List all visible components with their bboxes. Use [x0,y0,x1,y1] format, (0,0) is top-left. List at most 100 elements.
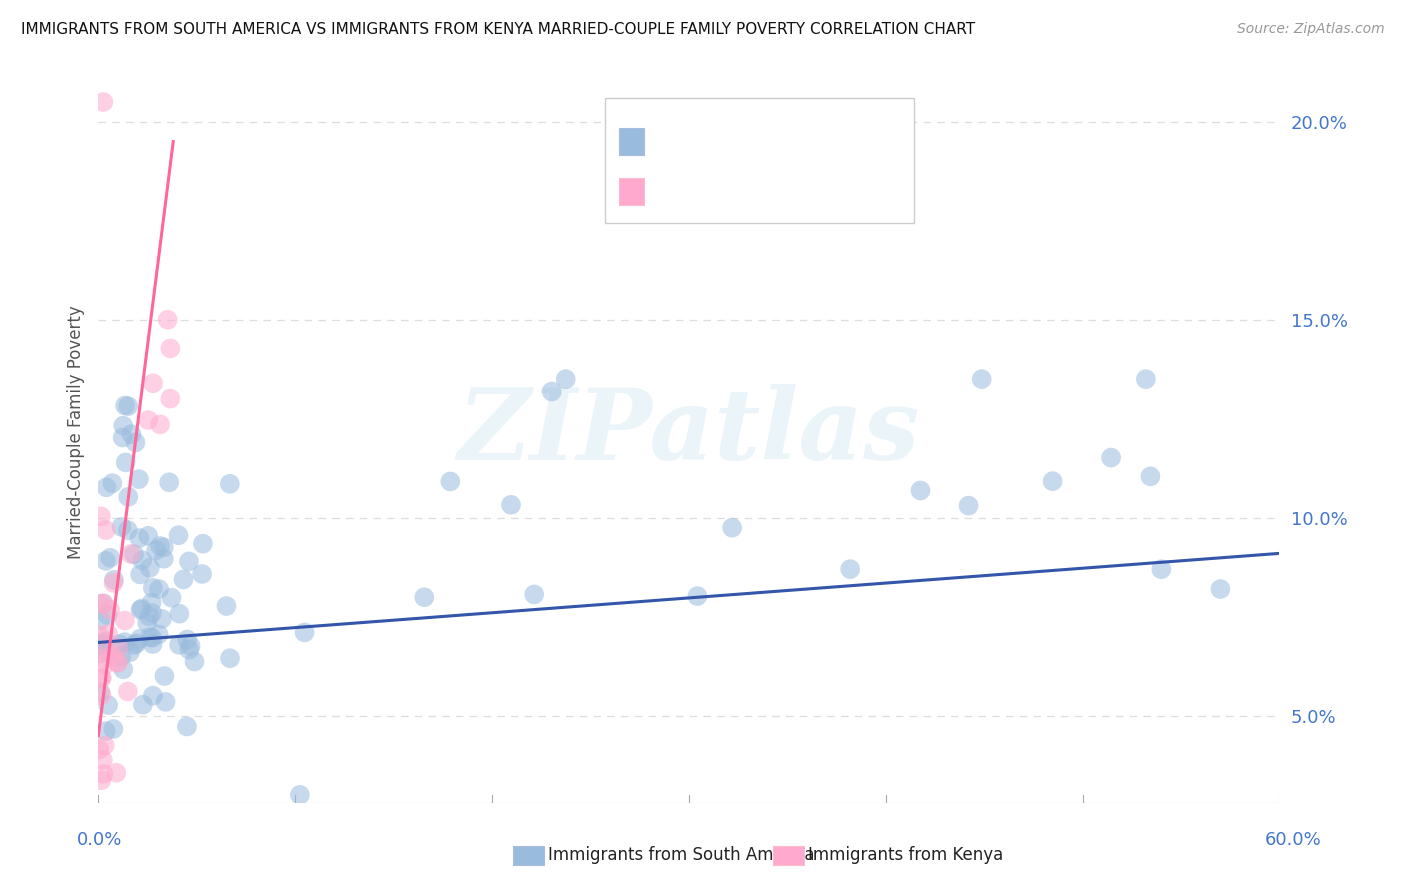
Point [191,566,214,581]
Point [90,671,112,685]
Point [149,417,172,432]
Point [110,520,132,534]
Point [96,644,118,658]
Point [94,657,117,672]
Point [136,615,159,630]
Point [288,788,311,802]
Point [160,591,183,605]
Point [108,637,131,651]
Point [1135,372,1157,386]
Point [128,531,150,545]
Point [142,637,165,651]
Text: 0.0%: 0.0% [77,831,122,849]
Point [180,639,202,653]
Point [139,630,162,644]
Point [96,608,118,623]
Point [107,641,129,656]
Point [686,589,709,603]
Point [138,609,160,624]
Point [89,639,111,653]
Point [136,413,159,427]
Point [117,523,139,537]
Point [131,601,153,615]
Point [157,475,180,490]
Point [523,587,546,601]
Point [91,753,114,767]
Point [540,384,562,399]
Text: Immigrants from South America: Immigrants from South America [548,847,815,864]
Point [150,612,173,626]
Point [970,372,993,386]
Point [120,547,142,561]
Text: ZIPatlas: ZIPatlas [458,384,920,481]
Point [183,655,205,669]
Text: Source: ZipAtlas.com: Source: ZipAtlas.com [1237,22,1385,37]
Point [124,435,146,450]
Text: Immigrants from Kenya: Immigrants from Kenya [808,847,1004,864]
Point [114,455,136,469]
Point [839,562,862,576]
Point [176,719,198,733]
Point [122,548,145,562]
Point [141,606,163,620]
Point [413,591,436,605]
Point [148,582,170,596]
Point [117,490,139,504]
Point [218,476,240,491]
Point [101,649,124,664]
Point [499,498,522,512]
Point [89,613,111,627]
Point [93,767,115,781]
Point [131,553,153,567]
Point [103,573,125,587]
Point [554,372,576,386]
Point [132,698,155,712]
Point [90,689,112,703]
Point [159,342,181,356]
Point [120,427,142,442]
Point [111,430,134,444]
Point [98,603,121,617]
Point [177,554,200,568]
Point [101,476,124,491]
Point [90,509,112,524]
Text: 60.0%: 60.0% [1265,831,1322,849]
Point [219,651,242,665]
Point [152,551,174,566]
Point [114,614,136,628]
Point [103,575,125,590]
Point [93,95,115,109]
Point [122,638,145,652]
Point [89,646,111,660]
Point [141,596,163,610]
Point [191,537,214,551]
Point [118,645,141,659]
Point [91,597,114,611]
Y-axis label: Married-Couple Family Poverty: Married-Couple Family Poverty [66,306,84,559]
Point [145,543,167,558]
Point [172,573,194,587]
Text: IMMIGRANTS FROM SOUTH AMERICA VS IMMIGRANTS FROM KENYA MARRIED-COUPLE FAMILY POV: IMMIGRANTS FROM SOUTH AMERICA VS IMMIGRA… [21,22,976,37]
Point [141,631,163,645]
Point [176,632,198,647]
Point [94,724,117,739]
Point [129,567,152,582]
Point [129,603,152,617]
Point [153,669,176,683]
Point [294,625,316,640]
Point [114,635,136,649]
Point [169,607,191,621]
Point [93,739,115,753]
Point [91,651,114,665]
Point [439,475,461,489]
Point [89,685,111,699]
Point [89,628,111,642]
Point [179,642,201,657]
Point [159,392,181,406]
Text: R = 0.193   N = 99: R = 0.193 N = 99 [658,133,828,151]
Point [1099,450,1122,465]
Point [117,399,139,413]
Point [136,529,159,543]
Point [89,597,111,611]
Point [1209,582,1232,596]
